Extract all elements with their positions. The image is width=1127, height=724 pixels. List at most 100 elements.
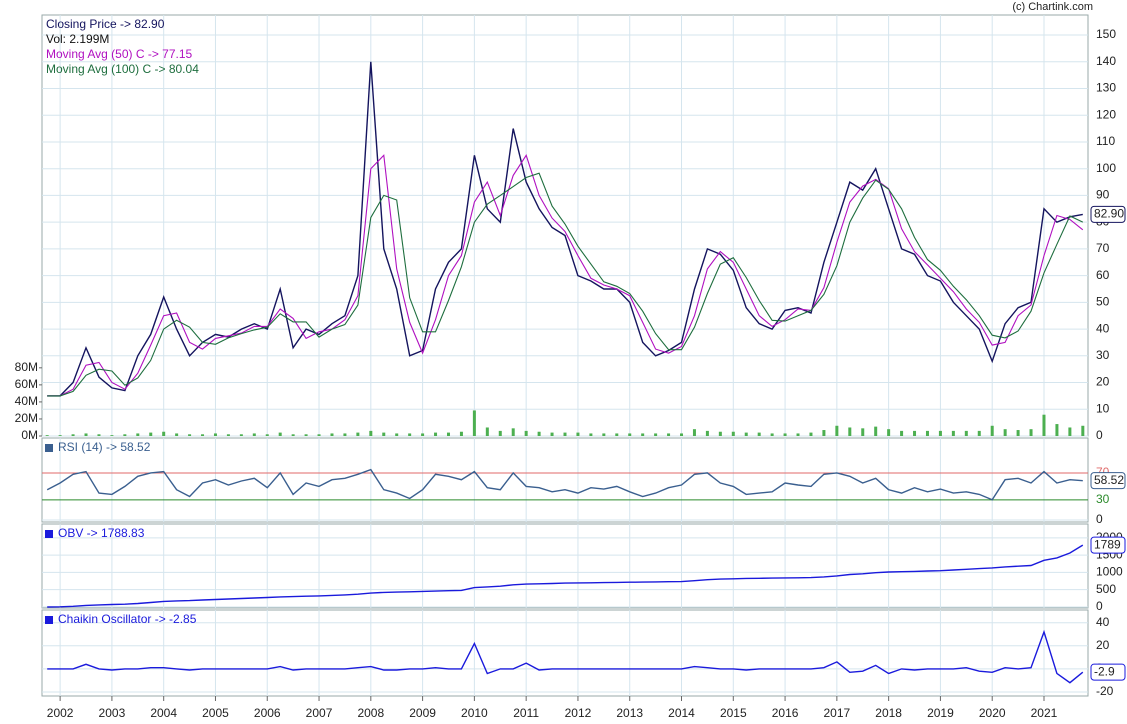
volume-bar — [537, 431, 541, 436]
volume-bar — [913, 430, 917, 436]
legend-marker — [45, 530, 53, 538]
y-tick-label: 130 — [1096, 81, 1116, 95]
volume-bar — [563, 432, 567, 436]
x-tick-label: 2013 — [616, 706, 643, 720]
volume-bar — [692, 429, 696, 436]
series-line — [46, 468, 1083, 501]
volume-bar — [654, 433, 658, 436]
y-tick-label: 1000 — [1096, 565, 1123, 579]
volume-bar — [524, 430, 528, 436]
volume-bar — [485, 427, 489, 436]
x-tick-label: 2007 — [306, 706, 333, 720]
x-tick-label: 2011 — [513, 706, 539, 720]
volume-bar — [317, 434, 321, 436]
x-tick-label: 2002 — [47, 706, 74, 720]
last-value-label: 58.52 — [1094, 473, 1124, 487]
last-value-label: 82.90 — [1094, 207, 1124, 221]
volume-bar — [589, 433, 593, 436]
y-tick-label: 30 — [1096, 348, 1110, 362]
x-tick-label: 2019 — [927, 706, 954, 720]
volume-bar — [278, 432, 282, 436]
volume-bar — [835, 425, 839, 436]
series-line — [47, 544, 1084, 608]
volume-bar — [265, 434, 269, 436]
legend-marker — [45, 616, 53, 624]
legend-label: Vol: 2.199M — [46, 32, 109, 46]
volume-bar — [71, 434, 75, 436]
volume-bar — [369, 430, 373, 436]
volume-bar — [511, 428, 515, 436]
series-line — [47, 61, 1083, 397]
volume-bar — [628, 433, 632, 436]
volume-bar — [58, 435, 62, 436]
y-tick-label: 90 — [1096, 188, 1110, 202]
volume-bar — [900, 430, 904, 436]
volume-bar — [459, 431, 463, 436]
y-tick-label: 0 — [1096, 428, 1103, 442]
volume-bar — [744, 432, 748, 436]
volume-bar — [1029, 429, 1033, 436]
volume-bar — [977, 430, 981, 436]
volume-bar — [861, 428, 865, 436]
y-tick-label: 10 — [1096, 401, 1110, 415]
y-tick-label: 0 — [1096, 512, 1103, 526]
volume-bar — [239, 434, 243, 436]
x-tick-label: 2003 — [99, 706, 126, 720]
y-tick-label: 500 — [1096, 582, 1116, 596]
volume-bar — [330, 433, 334, 436]
volume-bar — [951, 430, 955, 436]
volume-bar — [667, 433, 671, 436]
volume-bar — [45, 435, 49, 436]
volume-bar — [964, 430, 968, 436]
x-tick-label: 2006 — [254, 706, 281, 720]
last-value-box — [1090, 536, 1126, 554]
y-tick-label: 100 — [1096, 161, 1116, 175]
x-tick-label: 2020 — [979, 706, 1006, 720]
y2-tick-label: 40M — [15, 394, 38, 408]
x-tick-label: 2014 — [668, 706, 695, 720]
volume-bar — [990, 425, 994, 436]
y-tick-label: 70 — [1096, 241, 1110, 255]
volume-bar — [395, 433, 399, 436]
y-tick-label: 0 — [1096, 599, 1103, 613]
volume-bar — [136, 433, 140, 436]
volume-bar — [1055, 424, 1059, 436]
volume-bar — [356, 432, 360, 436]
last-value-box — [1090, 472, 1126, 490]
legend-label: Closing Price -> 82.90 — [46, 17, 165, 31]
volume-bar — [175, 433, 179, 436]
volume-bar — [576, 432, 580, 436]
volume-bar — [757, 432, 761, 436]
volume-bar — [149, 432, 153, 436]
volume-bar — [408, 433, 412, 436]
series-line — [47, 172, 1084, 397]
volume-bar — [421, 433, 425, 436]
volume-bar — [1068, 427, 1072, 436]
last-value-box — [1090, 663, 1126, 681]
volume-bar — [201, 434, 205, 436]
x-tick-label: 2018 — [875, 706, 902, 720]
y-tick-label: -20 — [1096, 684, 1114, 698]
volume-bar — [731, 431, 735, 436]
volume-bar — [770, 433, 774, 436]
y-tick-label: 50 — [1096, 295, 1110, 309]
legend-label: RSI (14) -> 58.52 — [58, 440, 151, 454]
legend-label: Moving Avg (100) C -> 80.04 — [46, 62, 199, 76]
x-tick-label: 2010 — [461, 706, 488, 720]
panel-frame — [41, 523, 1089, 609]
volume-bar — [446, 432, 450, 436]
volume-bar — [97, 434, 101, 436]
volume-bar — [602, 433, 606, 436]
volume-bar — [110, 435, 114, 436]
x-tick-label: 2008 — [357, 706, 384, 720]
volume-bar — [938, 430, 942, 436]
volume-bar — [123, 434, 127, 436]
y-tick-label: 20 — [1096, 375, 1110, 389]
volume-bar — [188, 434, 192, 436]
volume-bar — [1016, 430, 1020, 436]
legend-label: OBV -> 1788.83 — [58, 526, 145, 540]
panel-frame — [41, 437, 1089, 523]
y2-tick-label: 0M — [21, 428, 38, 442]
